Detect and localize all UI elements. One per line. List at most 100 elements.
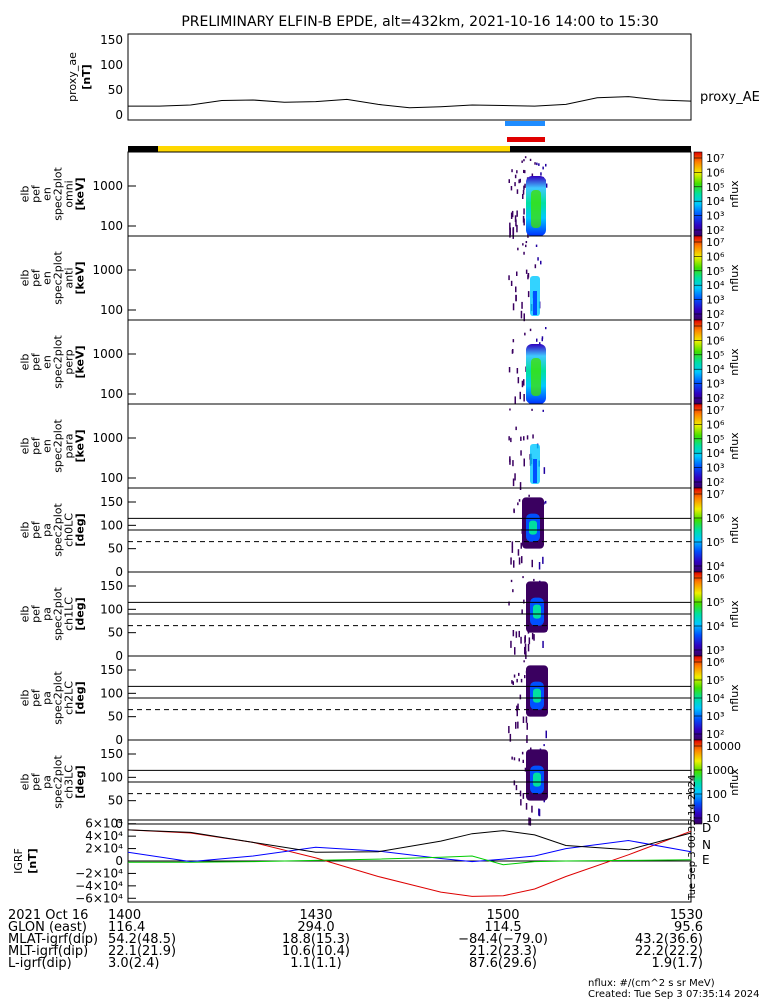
pitch-speck (516, 705, 518, 712)
pitch-ytick: 150 (100, 747, 123, 761)
igrf-legend-n: N (702, 838, 711, 852)
spectrum-speck (524, 332, 526, 336)
colorbar: 10⁷ 10⁶ 10⁵ 10⁴ nflux (693, 487, 741, 573)
pitch-ylabel-line: spec2plot (52, 755, 65, 809)
pitch-ytick: 50 (108, 794, 123, 808)
pitch-ylabel-line: ch0LC (63, 513, 76, 547)
colorbar: 10⁶ 10⁵ 10⁴ 10³ 10² nflux (693, 655, 741, 741)
pitch-speck (538, 808, 540, 816)
colorbar-tick: 10⁶ (706, 250, 725, 263)
spectrum-speck (534, 264, 537, 269)
footer-row-value: 22.1(21.9) (108, 944, 176, 959)
pitch-speck (512, 630, 515, 637)
colorbar-tick: 10⁴ (706, 692, 725, 705)
igrf-ytick: −6×10⁴ (75, 891, 123, 905)
spectrum-speck (514, 473, 516, 481)
spectrum-speck (529, 328, 532, 332)
pitch-ylabel-line: pa (41, 607, 54, 621)
spectrum-ylabel-line: spec2plot (52, 335, 65, 389)
pitch-speck (523, 660, 525, 663)
units-note: nflux: #/(cm^2 s sr MeV) (588, 978, 715, 989)
pitch-speck (525, 716, 528, 723)
pitch-ylabel-line: elb (19, 690, 32, 707)
pitch-ytick: 150 (100, 663, 123, 677)
proxy-ae-ylabel: proxy_ae [nT] (66, 52, 93, 102)
spectrum-frame (127, 151, 692, 237)
pitch-ylabel-line: [deg] (74, 513, 87, 546)
colorbar-label: nflux (728, 768, 741, 796)
spectrum-speck (527, 273, 530, 278)
colorbar-tick: 10⁷ (706, 488, 724, 501)
spectrum-speck (522, 189, 525, 195)
spectrum-speck (510, 186, 513, 191)
proxy-ae-ylabel-line: [nT] (80, 64, 93, 89)
pitch-speck (517, 502, 519, 506)
spectrum-ylabel-line: elb (19, 186, 32, 203)
pitch-speck (513, 674, 516, 678)
spectrum-flux-core (533, 459, 537, 483)
spectrum-ylabel-line: spec2plot (52, 251, 65, 305)
pitch-speck (518, 499, 521, 502)
colorbar-label: nflux (728, 264, 741, 292)
spectrum-speck (514, 215, 517, 222)
colorbar-tick: 10⁷ (706, 404, 724, 417)
colorbar-tick: 10⁷ (706, 320, 724, 333)
pitch-speck (511, 680, 513, 684)
spectrum-speck (523, 159, 525, 162)
proxy-ae-ytick: 100 (100, 58, 123, 72)
pitch-speck (515, 631, 518, 638)
spectrum-speck (540, 172, 542, 176)
spectrum-speck (511, 169, 513, 173)
spectrum-speck (523, 436, 525, 441)
pitch-ylabel-line: pef (30, 604, 43, 623)
orbit-status-bars (128, 121, 691, 152)
colorbar-tick: 10³ (706, 710, 724, 723)
pitch-speck (526, 722, 528, 730)
pitch-ylabel-line: pef (30, 520, 43, 539)
colorbar-strip (693, 403, 703, 489)
spectrum-speck (523, 251, 525, 255)
igrf-legend-d: D (702, 821, 711, 835)
pitch-speck (522, 793, 525, 799)
pitch-speck (528, 817, 530, 826)
footer-row-value: 18.8(15.3) (282, 932, 350, 947)
footer-row-value: 95.6 (674, 920, 703, 935)
pitch-ylabel-line: pa (41, 775, 54, 789)
igrf-series-line (127, 829, 692, 897)
colorbar-tick: 10³ (706, 294, 724, 307)
pitch-flux-core (529, 520, 537, 535)
igrf-ylabel-line: IGRF (12, 848, 25, 874)
spectrum-frame (127, 403, 692, 489)
pitch-speck (525, 651, 527, 659)
spectrum-speck (543, 467, 546, 474)
pitch-speck (508, 601, 510, 606)
colorbar-tick: 10⁵ (706, 349, 724, 362)
spectrum-speck (522, 194, 524, 199)
colorbar-tick: 10⁶ (706, 572, 725, 585)
igrf-ylabel-line: [nT] (26, 848, 39, 873)
pitch-speck (528, 494, 530, 497)
colorbar-tick: 10⁴ (706, 195, 725, 208)
spectrum-ylabel-line: [keV] (74, 345, 87, 378)
igrf-ytick: −4×10⁴ (75, 879, 123, 893)
pitch-speck (509, 733, 512, 742)
spectrum-speck (509, 222, 511, 230)
pitch-ytick: 50 (108, 710, 123, 724)
pitch-speck (516, 678, 518, 683)
pitch-speck (518, 758, 520, 762)
pitch-ytick: 0 (115, 733, 123, 747)
pitch-speck (510, 640, 512, 648)
footer-row-value: 21.2(23.3) (469, 944, 537, 959)
colorbar-strip (693, 487, 703, 573)
spectrum-flux-core (533, 291, 537, 315)
pitch-speck (518, 557, 521, 565)
pitch-speck (531, 559, 533, 568)
pitch-ylabel-line: [deg] (74, 681, 87, 714)
footer-row-value: 10.6(10.4) (282, 944, 350, 959)
spectrum-speck (521, 301, 523, 309)
pitch-ytick: 100 (100, 602, 123, 616)
